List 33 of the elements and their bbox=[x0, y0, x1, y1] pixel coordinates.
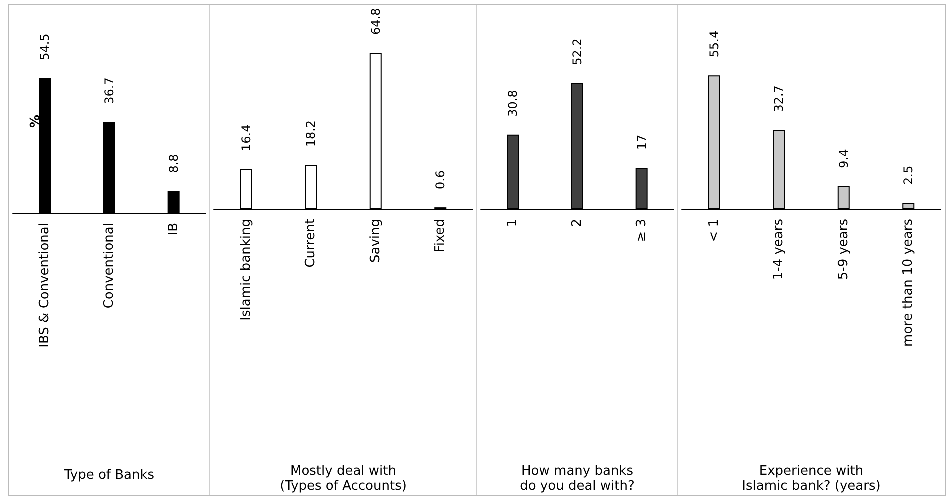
data-label: 36.7 bbox=[102, 78, 116, 104]
x-tick-label: ≥ 3 bbox=[634, 219, 650, 242]
x-tick-label: Conventional bbox=[102, 223, 117, 309]
x-tick-label: IBS & Conventional bbox=[38, 223, 53, 348]
x-tick-label: IB bbox=[166, 223, 182, 236]
x-tick-label: Islamic banking bbox=[238, 219, 254, 321]
x-axis-title: How many banks do you deal with? bbox=[520, 464, 635, 494]
data-label: 18.2 bbox=[304, 120, 318, 148]
x-tick-label: 2 bbox=[570, 219, 585, 228]
data-label: 64.8 bbox=[368, 8, 382, 35]
data-label: 16.4 bbox=[238, 124, 253, 152]
y-axis-title: % bbox=[26, 115, 41, 128]
x-tick-label: 5-9 years bbox=[836, 218, 851, 280]
x-tick-label: Current bbox=[303, 219, 318, 268]
data-label: 17 bbox=[634, 134, 649, 150]
x-axis-title: Experience with Islamic bank? (years) bbox=[742, 464, 880, 494]
data-label: 0.6 bbox=[433, 170, 448, 190]
x-tick-label: Saving bbox=[368, 219, 383, 264]
data-label: 52.2 bbox=[570, 38, 584, 66]
x-tick-label: 1 bbox=[506, 219, 521, 228]
x-tick-label: Fixed bbox=[432, 219, 448, 253]
data-label: 9.4 bbox=[836, 149, 850, 168]
x-tick-label: more than 10 years bbox=[900, 218, 916, 347]
data-label: 8.8 bbox=[166, 154, 181, 174]
x-tick-label: < 1 bbox=[706, 219, 722, 242]
data-label: 30.8 bbox=[506, 90, 520, 117]
data-label: 2.5 bbox=[901, 166, 916, 185]
data-label: 54.5 bbox=[38, 34, 52, 60]
x-axis-title: Type of Banks bbox=[63, 468, 155, 483]
data-label: 32.7 bbox=[772, 86, 786, 112]
x-axis-title: Mostly deal with (Types of Accounts) bbox=[280, 464, 406, 494]
x-tick-label: 1-4 years bbox=[771, 218, 786, 280]
data-label: 55.4 bbox=[706, 30, 721, 58]
